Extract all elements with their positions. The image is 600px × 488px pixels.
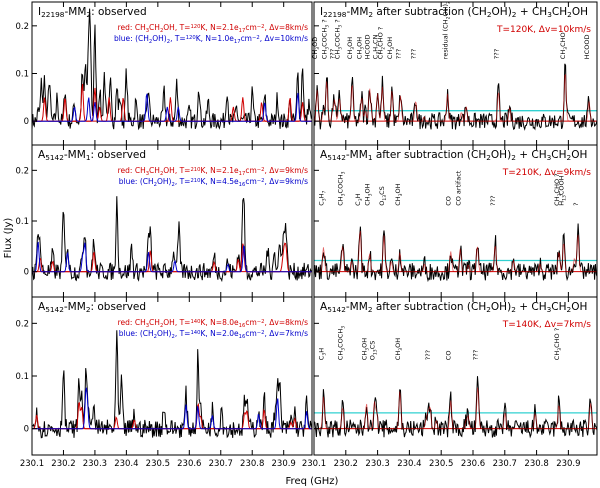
x-tick-label: 230.8 xyxy=(240,459,264,469)
x-axis-label: Freq (GHz) xyxy=(286,476,339,487)
line-label: C3H xyxy=(318,348,328,360)
line-label: CH3OH xyxy=(386,37,396,59)
line-label: CH3OH xyxy=(364,183,374,205)
line-label: CH3COCH3 ? xyxy=(321,19,331,59)
line-label: CH3CHO ? xyxy=(553,328,563,360)
line-label: CH3OH xyxy=(346,37,356,59)
x-tick-label: 230.3 xyxy=(83,459,107,469)
residual-fit-a5142mm2-residual xyxy=(314,387,597,430)
panel-title-i22198-residual: I22198-MM2 after subtraction (CH2OH)2 + … xyxy=(320,6,588,19)
y-tick-label: 0.2 xyxy=(15,319,29,329)
line-label: O13CS xyxy=(368,341,378,361)
x-tick-label: 230.4 xyxy=(397,459,421,469)
residual-fit-i22198-residual xyxy=(313,73,597,122)
line-label: CH3COCH3 ? xyxy=(333,19,343,59)
ch2oh2-model-a5142mm1-observed xyxy=(32,241,312,273)
y-tick-label: 0 xyxy=(24,117,29,127)
line-label: C3H xyxy=(354,193,364,205)
line-label: C3H7 xyxy=(318,190,328,205)
observed-spectrum-a5142mm2-residual xyxy=(313,376,598,439)
x-tick-label: 230.3 xyxy=(365,459,389,469)
line-label: CH3OH xyxy=(356,37,366,59)
x-tick-label: 230.1 xyxy=(20,459,44,469)
x-tick-label: 230.9 xyxy=(272,459,296,469)
line-label: CH3OD xyxy=(311,37,321,59)
line-label: C3H7CN xyxy=(372,34,382,59)
line-label: ??? xyxy=(492,49,500,59)
y-tick-label: 0.2 xyxy=(15,22,29,32)
line-label: HCOOD xyxy=(583,35,591,60)
y-tick-label: 0 xyxy=(24,425,29,435)
line-label: CH2CHO ? xyxy=(376,27,386,59)
residual-fit-a5142mm1-residual xyxy=(314,230,597,273)
x-tick-label: 230.2 xyxy=(334,459,358,469)
line-label: CO artifact xyxy=(454,170,462,206)
line-label: O13CS xyxy=(378,186,388,206)
line-label: ??? xyxy=(472,350,480,360)
y-tick-label: 0.1 xyxy=(15,217,29,227)
observed-spectrum-a5142mm1-observed xyxy=(31,196,313,283)
line-label: HCOOD xyxy=(364,35,372,60)
legend-red-i22198-observed: red: CH3CH2OH, T=120K, N=2.1e17cm−2, Δv=… xyxy=(118,23,308,34)
panel-title-i22198-observed: I22198-MM2: observed xyxy=(38,6,147,19)
ch2oh2-model-i22198-observed xyxy=(32,92,312,122)
line-label: CH3CHO ? xyxy=(553,173,563,205)
line-label: ??? xyxy=(489,195,497,205)
line-label: CH3COCH3 xyxy=(337,171,347,205)
line-label: ??? xyxy=(410,49,418,59)
line-label: CO xyxy=(445,196,453,206)
legend-blue-i22198-observed: blue: (CH2OH)2, T=120K, N=1.0e17cm−2, Δv… xyxy=(114,34,308,45)
line-label: ? xyxy=(572,202,580,205)
x-tick-label: 230.1 xyxy=(302,459,326,469)
y-tick-label: 0.1 xyxy=(15,372,29,382)
observed-spectrum-i22198-observed xyxy=(31,8,313,131)
x-tick-label: 230.8 xyxy=(524,459,548,469)
x-tick-label: 230.5 xyxy=(429,459,453,469)
params-a5142mm1-residual: T=210K, Δv=9km/s xyxy=(502,168,592,178)
line-label: CH3COCH3 xyxy=(337,326,347,360)
panel-title-a5142mm1-observed: A5142-MM1: observed xyxy=(38,149,146,162)
panel-title-a5142mm2-residual: A5142-MM2 after subtraction (CH2OH)2 + C… xyxy=(320,301,587,314)
y-tick-label: 0 xyxy=(24,268,29,278)
line-label: CH3OH xyxy=(360,338,370,360)
line-label: CH3OH xyxy=(394,183,404,205)
y-axis-label: Flux (Jy) xyxy=(3,218,14,259)
line-label: ??? xyxy=(394,49,402,59)
line-label: CH3CHO xyxy=(559,32,569,59)
line-label: ??? xyxy=(424,350,432,360)
line-label: ??? xyxy=(329,49,337,59)
legend-blue-a5142mm1-observed: blue: (CH2OH)2, T=210K, N=4.5e16cm−2, Δv… xyxy=(119,177,308,188)
params-a5142mm2-residual: T=140K, Δv=7km/s xyxy=(502,320,592,330)
ch2oh2-model-a5142mm2-observed xyxy=(32,387,312,430)
x-tick-label: 230.7 xyxy=(209,459,233,469)
x-tick-label: 230.4 xyxy=(114,459,138,469)
legend-red-a5142mm1-observed: red: CH3CH2OH, T=210K, N=2.1e17cm−2, Δv=… xyxy=(118,166,308,177)
params-i22198-residual: T=120K, Δv=10km/s xyxy=(496,25,591,35)
x-tick-label: 230.2 xyxy=(51,459,75,469)
y-tick-label: 0.2 xyxy=(15,166,29,176)
line-label: CH3OH xyxy=(394,338,404,360)
y-tick-label: 0.1 xyxy=(15,70,29,80)
x-tick-label: 230.9 xyxy=(556,459,580,469)
legend-red-a5142mm2-observed: red: CH3CH2OH, T=140K, N=8.0e16cm−2, Δv=… xyxy=(118,318,308,329)
x-tick-label: 230.6 xyxy=(177,459,201,469)
line-label: H13COOH xyxy=(558,175,568,205)
legend-blue-a5142mm2-observed: blue: (CH2OH)2, T=140K, N=2.0e16cm−2, Δv… xyxy=(119,329,308,340)
x-tick-label: 230.6 xyxy=(461,459,485,469)
x-tick-label: 230.5 xyxy=(146,459,170,469)
line-label: residual (CH2OH)2 xyxy=(442,1,452,59)
panel-title-a5142mm1-residual: A5142-MM1 after subtraction (CH2OH)2 + C… xyxy=(320,149,587,162)
panel-title-a5142mm2-observed: A5142-MM2: observed xyxy=(38,301,146,314)
x-tick-label: 230.7 xyxy=(493,459,517,469)
line-label: CO xyxy=(445,351,453,361)
